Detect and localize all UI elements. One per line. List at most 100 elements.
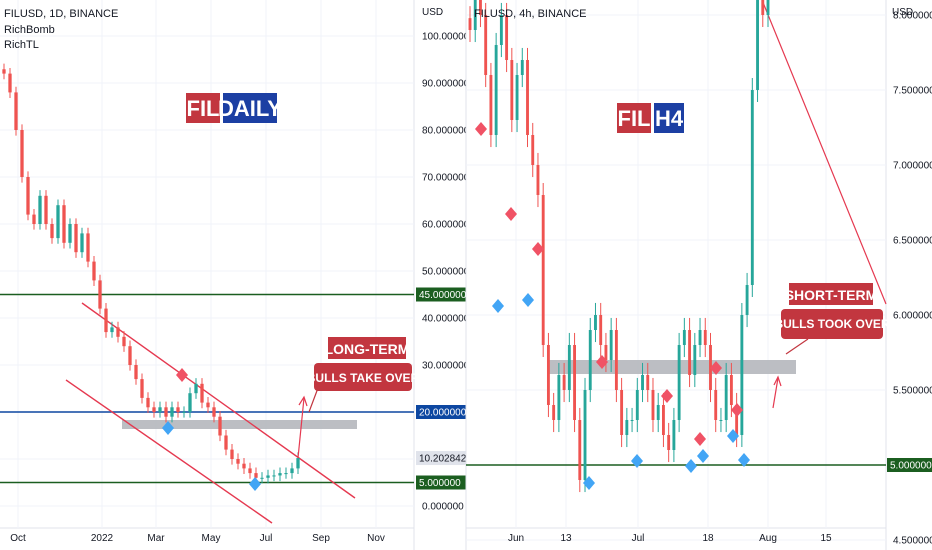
daily-candle-body	[80, 233, 84, 253]
h4-badge-right: H4	[655, 106, 684, 131]
h4-annotation-header-box	[789, 283, 873, 305]
h4-buy-marker	[492, 299, 504, 313]
daily-channel-lower[interactable]	[65, 379, 273, 524]
daily-candle-body	[212, 407, 216, 417]
h4-bull-arrow	[772, 377, 779, 409]
daily-panel[interactable]: FIL DAILY LONG-TERM BULLS TAKE OVER FILU…	[0, 0, 475, 550]
daily-price-tags: 45.000000 20.000000 10.202842 5.000000	[416, 287, 467, 490]
daily-candle-body	[206, 402, 210, 408]
daily-y-tick-label: 100.000000	[422, 32, 475, 43]
h4-candle-body	[552, 405, 556, 420]
h4-buy-marker	[631, 454, 643, 468]
h4-candle-body	[693, 345, 697, 375]
h4-candle-body	[750, 90, 754, 285]
h4-y-tick-label: 8.000000	[893, 11, 932, 22]
h4-y-tick-label: 6.000000	[893, 311, 932, 322]
h4-arrow-head	[773, 375, 782, 387]
h4-candle-body	[557, 375, 561, 420]
h4-sell-marker	[731, 403, 743, 417]
h4-candle-body	[745, 285, 749, 315]
daily-candle-body	[128, 346, 132, 365]
daily-badge-right-box	[223, 93, 277, 123]
daily-candle-body	[92, 261, 96, 281]
h4-candle-body	[473, 0, 477, 30]
h4-trendline[interactable]	[761, 0, 887, 305]
h4-candle-body	[599, 315, 603, 345]
daily-price-tag: 5.000000	[419, 478, 461, 489]
h4-candle-body	[756, 0, 759, 90]
h4-x-tick-label: 13	[560, 533, 572, 544]
h4-buy-marker	[685, 459, 697, 473]
daily-candles	[2, 63, 300, 484]
daily-candle-body	[266, 475, 270, 478]
daily-candle-body	[218, 416, 222, 436]
h4-candle-body	[641, 375, 644, 390]
h4-sell-marker	[596, 355, 608, 369]
daily-candle-body	[284, 473, 288, 475]
daily-price-tag-box	[416, 475, 466, 490]
daily-arrow-head	[298, 395, 308, 407]
h4-candle-body	[541, 195, 545, 345]
daily-y-tick-label: 30.000000	[422, 361, 470, 372]
h4-candle-body	[609, 330, 613, 360]
daily-annotation[interactable]: LONG-TERM BULLS TAKE OVER	[307, 337, 420, 391]
h4-symbol-title[interactable]: FILUSD, 4h, BINANCE	[474, 8, 586, 20]
h4-badge-left-box	[617, 103, 651, 133]
indicator-richbomb[interactable]: RichBomb	[4, 24, 55, 36]
daily-candle-body	[224, 435, 228, 450]
daily-sell-marker	[176, 368, 188, 382]
daily-candle-body	[272, 475, 276, 477]
h4-annotation-box	[781, 309, 883, 339]
h4-y-tick-label: 7.000000	[893, 161, 932, 172]
daily-candle-body	[32, 214, 36, 224]
h4-y-tick-label: 5.500000	[893, 386, 932, 397]
daily-candle-body	[122, 336, 126, 347]
h4-y-tick-label: 6.500000	[893, 236, 932, 247]
daily-time-axis[interactable]: Oct 2022 Mar May Jul Sep Nov	[10, 533, 385, 544]
h4-plot-area[interactable]	[466, 0, 886, 528]
daily-candle-body	[14, 92, 18, 130]
h4-badge-right-box	[654, 103, 684, 133]
daily-buy-marker	[249, 477, 261, 491]
h4-sell-marker	[710, 361, 722, 375]
daily-candle-body	[68, 224, 72, 243]
h4-candle-body	[562, 375, 566, 390]
daily-x-tick-label: Jul	[260, 533, 273, 544]
h4-candle-body	[766, 0, 770, 15]
daily-price-tag-box	[416, 451, 466, 466]
h4-candle-body	[714, 390, 718, 420]
indicator-richtl[interactable]: RichTL	[4, 39, 39, 51]
h4-candle-body	[667, 435, 671, 450]
h4-time-axis[interactable]: Jun 13 Jul 18 Aug 15	[508, 533, 832, 544]
h4-candle-body	[688, 330, 692, 375]
h4-sell-marker	[661, 389, 673, 403]
h4-candle-body	[630, 420, 634, 421]
daily-y-tick-label: 90.000000	[422, 79, 470, 90]
daily-y-tick-label: 80.000000	[422, 126, 470, 137]
daily-y-tick-label: 60.000000	[422, 220, 470, 231]
daily-price-tag-box	[416, 405, 466, 419]
daily-symbol-title[interactable]: FILUSD, 1D, BINANCE	[4, 8, 118, 20]
h4-panel[interactable]: FIL H4 SHORT-TERM BULLS TOOK OVER FILUSD…	[465, 0, 932, 550]
h4-annotation[interactable]: SHORT-TERM BULLS TOOK OVER	[774, 283, 890, 339]
h4-candle-body	[588, 330, 592, 390]
h4-buy-marker	[727, 429, 739, 443]
daily-plot-area[interactable]	[0, 0, 414, 528]
daily-candle-body	[200, 383, 204, 403]
h4-candle-body	[724, 375, 728, 420]
daily-candle-body	[158, 407, 162, 412]
daily-channel-upper[interactable]	[81, 302, 356, 499]
daily-signal-markers	[162, 368, 261, 491]
daily-candle-body	[26, 177, 30, 215]
h4-candle-body	[515, 75, 519, 120]
daily-y-tick-label: 50.000000	[422, 267, 470, 278]
daily-x-tick-label: 2022	[91, 533, 114, 544]
h4-buy-marker	[522, 293, 534, 307]
h4-candle-body	[761, 0, 765, 15]
h4-candle-body	[499, 15, 503, 45]
h4-candle-body	[583, 390, 587, 480]
daily-price-tag-box	[416, 287, 466, 302]
h4-candle-body	[625, 420, 629, 435]
h4-badge: FIL H4	[617, 103, 684, 133]
